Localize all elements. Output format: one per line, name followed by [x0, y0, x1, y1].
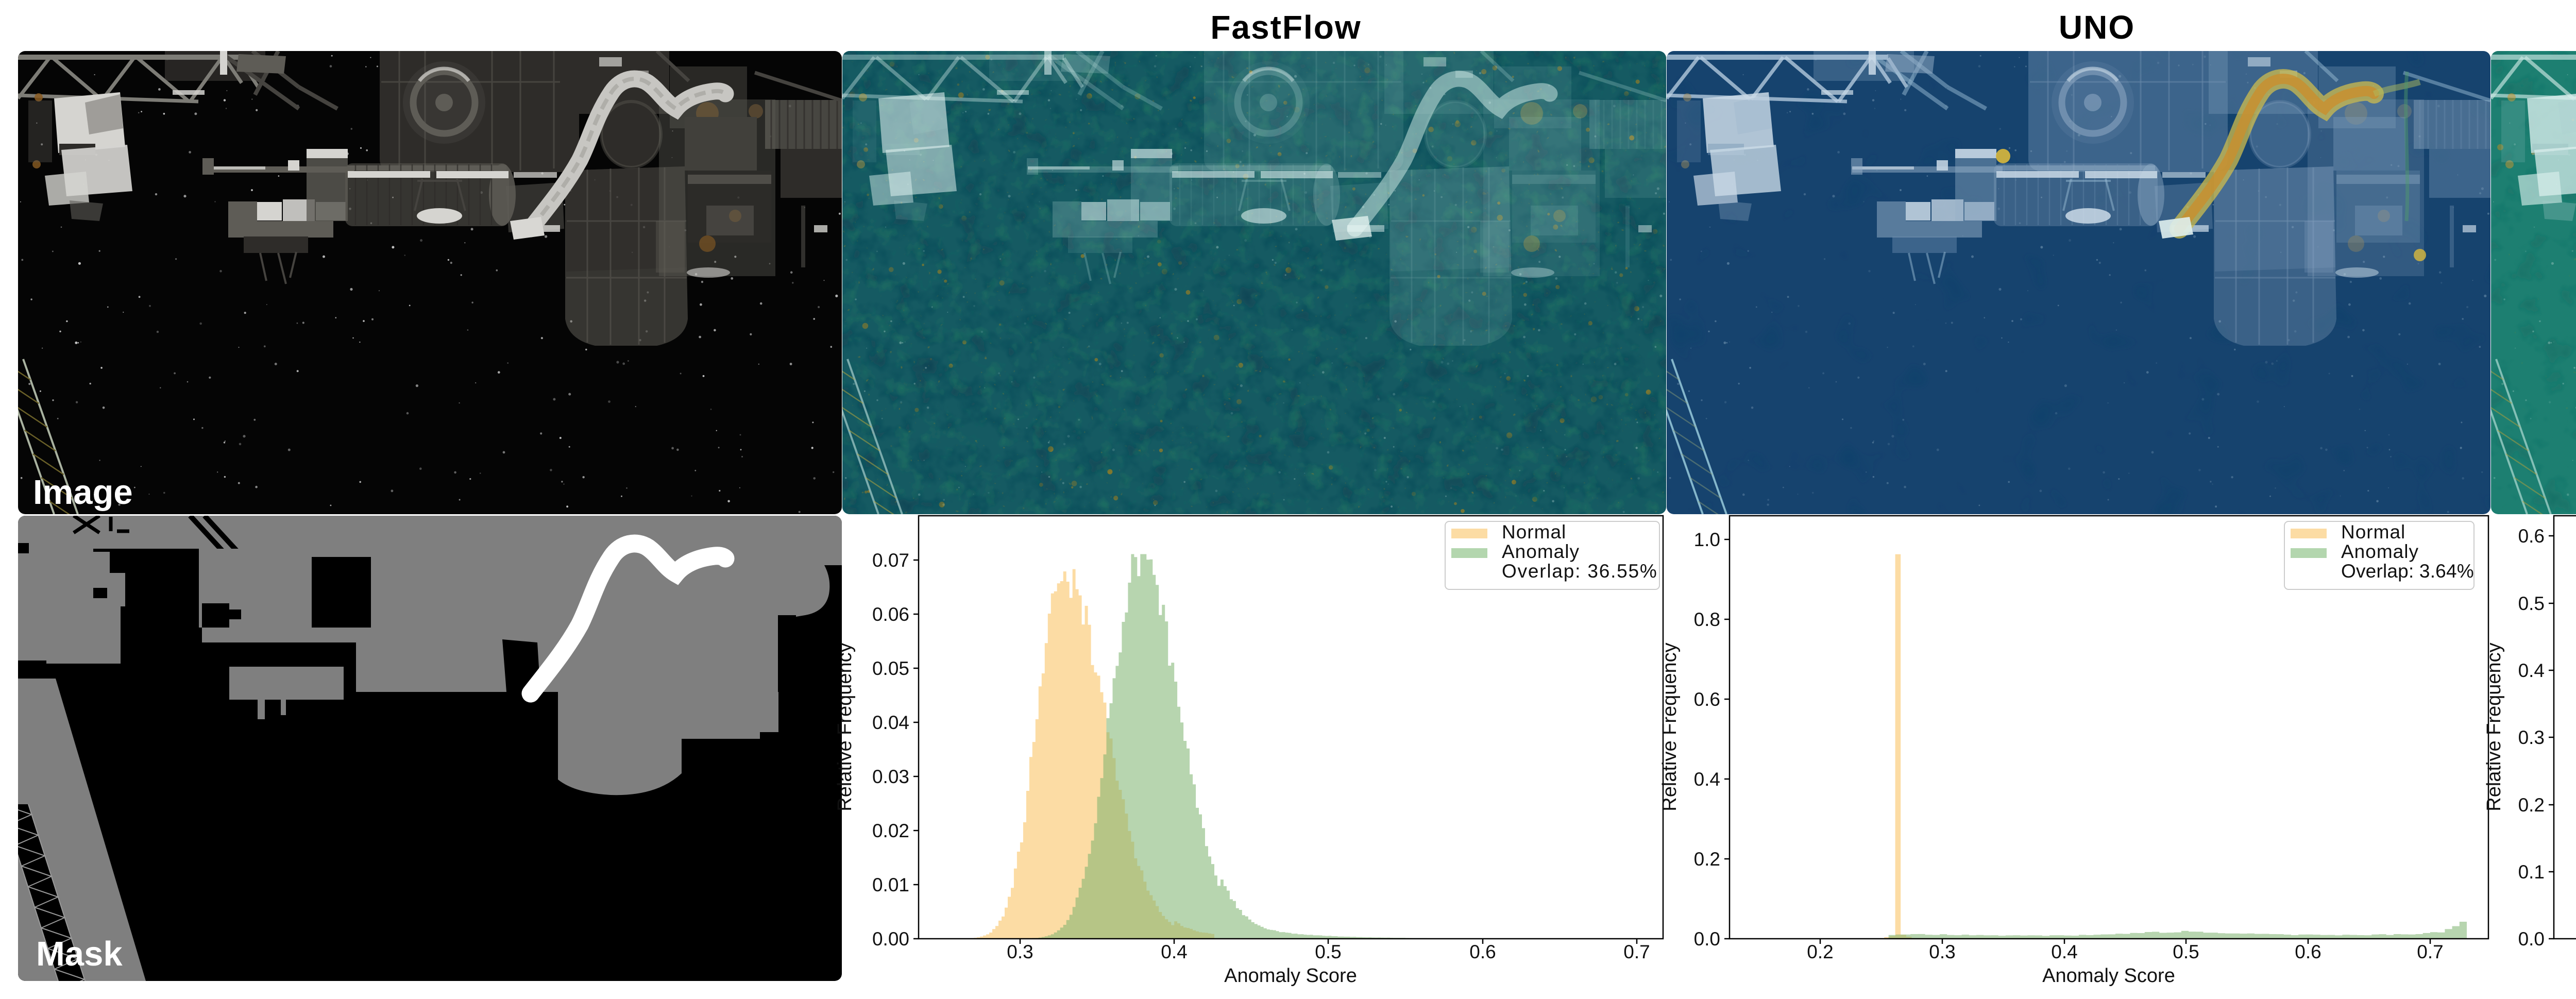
svg-text:0.3: 0.3	[2518, 727, 2545, 748]
svg-text:0.3: 0.3	[1929, 941, 1955, 962]
svg-text:0.6: 0.6	[2295, 941, 2321, 962]
svg-text:0.7: 0.7	[1623, 941, 1650, 962]
svg-text:0.2: 0.2	[2518, 794, 2545, 816]
svg-text:0.07: 0.07	[872, 550, 909, 571]
svg-text:Overlap: 36.55%: Overlap: 36.55%	[1502, 561, 1658, 582]
svg-text:0.5: 0.5	[2518, 593, 2545, 614]
svg-text:Anomaly: Anomaly	[1502, 541, 1580, 562]
svg-text:Mask: Mask	[36, 935, 123, 973]
svg-text:1.0: 1.0	[1694, 529, 1720, 550]
svg-text:0.8: 0.8	[1694, 609, 1720, 630]
svg-text:Anomaly Score: Anomaly Score	[2042, 965, 2175, 987]
svg-text:0.4: 0.4	[2051, 941, 2077, 962]
svg-text:0.00: 0.00	[872, 928, 909, 950]
svg-text:0.02: 0.02	[872, 820, 909, 841]
svg-text:0.6: 0.6	[1694, 689, 1720, 710]
svg-text:0.05: 0.05	[872, 658, 909, 679]
svg-text:Relative Frequency: Relative Frequency	[834, 642, 856, 811]
svg-text:Relative Frequency: Relative Frequency	[2483, 642, 2505, 811]
svg-text:0.06: 0.06	[872, 604, 909, 625]
svg-text:0.4: 0.4	[1694, 769, 1720, 790]
svg-text:0.5: 0.5	[2173, 941, 2199, 962]
svg-text:Image: Image	[33, 473, 133, 512]
svg-text:0.4: 0.4	[1161, 941, 1187, 962]
svg-text:Anomaly: Anomaly	[2341, 541, 2419, 562]
svg-text:0.6: 0.6	[1469, 941, 1496, 962]
svg-text:0.0: 0.0	[1694, 928, 1720, 950]
svg-text:0.2: 0.2	[1694, 849, 1720, 870]
svg-text:0.1: 0.1	[2518, 861, 2545, 883]
svg-text:0.04: 0.04	[872, 712, 909, 733]
svg-text:0.4: 0.4	[2518, 660, 2545, 681]
svg-text:0.3: 0.3	[1007, 941, 1033, 962]
svg-text:0.7: 0.7	[2417, 941, 2443, 962]
svg-text:Normal: Normal	[1502, 521, 1566, 543]
svg-text:0.0: 0.0	[2518, 928, 2545, 950]
svg-text:0.5: 0.5	[1315, 941, 1341, 962]
svg-text:Anomaly Score: Anomaly Score	[1224, 965, 1357, 987]
svg-text:Normal: Normal	[2341, 521, 2405, 543]
svg-text:Overlap: 3.64%: Overlap: 3.64%	[2341, 561, 2474, 582]
svg-text:0.6: 0.6	[2518, 526, 2545, 547]
svg-text:0.03: 0.03	[872, 766, 909, 787]
svg-text:0.2: 0.2	[1807, 941, 1833, 962]
svg-text:Relative Frequency: Relative Frequency	[1659, 642, 1681, 811]
svg-text:0.01: 0.01	[872, 874, 909, 895]
